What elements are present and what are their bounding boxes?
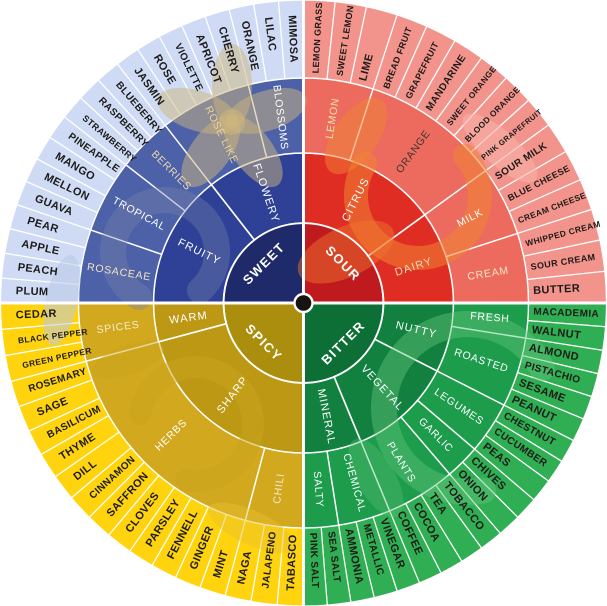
watermark-blob	[43, 254, 81, 346]
label-fresh: FRESH	[470, 310, 510, 325]
watermark-flower-petal	[157, 87, 239, 134]
watermark-swirl	[344, 122, 492, 270]
watermark-blob	[207, 502, 297, 554]
watermark-flower-center	[219, 109, 245, 135]
label-tabasco: TABASCO	[285, 534, 299, 591]
watermark-swirl	[128, 356, 264, 492]
watermark-blob	[91, 340, 165, 380]
label-pink-salt: PINK SALT	[307, 533, 320, 589]
watermark-blob	[348, 438, 404, 518]
label-salty: SALTY	[311, 471, 326, 508]
label-warm: WARM	[168, 310, 208, 327]
watermark-decorations	[43, 44, 565, 554]
label-lemon-grass: LEMON GRASS	[311, 2, 325, 74]
label-macademia: MACADEMIA	[533, 307, 599, 321]
core-ring-outline	[222, 222, 385, 384]
label-butter: BUTTER	[533, 283, 581, 297]
label-peach: PEACH	[17, 261, 59, 278]
label-plum: PLUM	[15, 285, 48, 298]
watermark-swirl	[100, 187, 230, 317]
watermark-blob	[324, 97, 388, 175]
watermark-blob	[462, 113, 538, 183]
label-mimosa: MIMOSA	[286, 15, 300, 63]
label-chili: CHILI	[271, 472, 287, 504]
label-cedar: CEDAR	[16, 308, 58, 322]
watermark-blob	[297, 220, 395, 284]
label-spices: SPICES	[96, 319, 141, 337]
label-walnut: WALNUT	[531, 324, 582, 342]
watermark-swirl	[371, 311, 565, 505]
label-lilac: LILAC	[262, 16, 278, 52]
center-dot	[293, 292, 314, 314]
